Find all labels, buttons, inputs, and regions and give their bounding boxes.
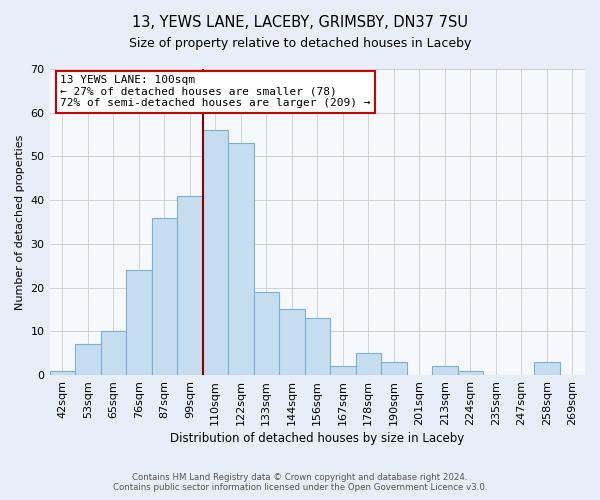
Bar bbox=[458, 370, 483, 375]
Bar bbox=[228, 144, 254, 375]
Bar bbox=[203, 130, 228, 375]
Bar bbox=[432, 366, 458, 375]
Bar bbox=[330, 366, 356, 375]
Bar bbox=[381, 362, 407, 375]
X-axis label: Distribution of detached houses by size in Laceby: Distribution of detached houses by size … bbox=[170, 432, 464, 445]
Bar bbox=[534, 362, 560, 375]
Bar bbox=[50, 370, 75, 375]
Text: 13, YEWS LANE, LACEBY, GRIMSBY, DN37 7SU: 13, YEWS LANE, LACEBY, GRIMSBY, DN37 7SU bbox=[132, 15, 468, 30]
Bar bbox=[152, 218, 177, 375]
Bar bbox=[305, 318, 330, 375]
Bar bbox=[75, 344, 101, 375]
Bar bbox=[177, 196, 203, 375]
Text: Size of property relative to detached houses in Laceby: Size of property relative to detached ho… bbox=[129, 38, 471, 51]
Y-axis label: Number of detached properties: Number of detached properties bbox=[15, 134, 25, 310]
Bar bbox=[279, 310, 305, 375]
Text: Contains HM Land Registry data © Crown copyright and database right 2024.
Contai: Contains HM Land Registry data © Crown c… bbox=[113, 473, 487, 492]
Bar bbox=[101, 332, 126, 375]
Bar bbox=[356, 353, 381, 375]
Text: 13 YEWS LANE: 100sqm
← 27% of detached houses are smaller (78)
72% of semi-detac: 13 YEWS LANE: 100sqm ← 27% of detached h… bbox=[60, 75, 371, 108]
Bar bbox=[254, 292, 279, 375]
Bar bbox=[126, 270, 152, 375]
